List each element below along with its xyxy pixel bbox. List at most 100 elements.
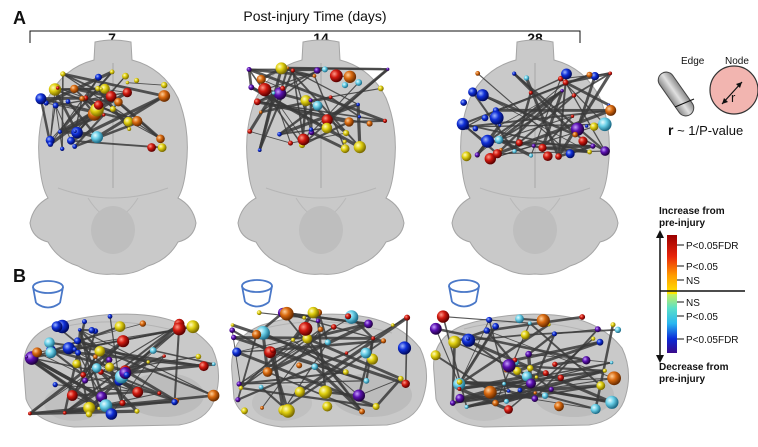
network-node (377, 85, 384, 92)
colorbar-tick-label: NS (686, 276, 700, 287)
network-node (66, 390, 78, 401)
colorbar-tick-label: P<0.05 (686, 312, 718, 323)
network-node (538, 143, 547, 152)
network-node (248, 84, 255, 91)
network-node (570, 114, 575, 119)
network-node (561, 68, 572, 80)
network-node (147, 143, 157, 152)
network-node (271, 91, 276, 95)
network-edge (490, 391, 596, 410)
network-edge (530, 78, 562, 94)
network-node (262, 367, 273, 377)
network-edge (310, 131, 346, 151)
network-node (548, 386, 554, 392)
network-node (290, 68, 295, 73)
network-node (44, 337, 55, 349)
network-edge (124, 355, 165, 374)
network-node (288, 140, 293, 146)
network-node (312, 74, 317, 78)
network-edge (306, 322, 369, 340)
network-node (25, 355, 28, 359)
injury-cylinder-icon (241, 279, 273, 308)
network-node (322, 401, 333, 412)
network-node (504, 405, 513, 414)
brain-top-view (29, 39, 197, 276)
network-edge (554, 358, 587, 366)
network-node (300, 95, 312, 107)
network-node (596, 338, 604, 346)
network-node (241, 407, 248, 415)
network-node (281, 404, 295, 418)
network-node (512, 71, 517, 76)
network-node (359, 408, 365, 415)
network-edge (486, 315, 583, 332)
network-edge (518, 94, 575, 144)
network-edge (96, 366, 160, 395)
network-node (77, 328, 82, 332)
network-node (372, 403, 380, 410)
network-node (536, 314, 550, 328)
network-node (475, 71, 481, 76)
network-node (236, 381, 242, 387)
network-node (366, 120, 373, 127)
network-node (308, 127, 314, 132)
network-node (207, 389, 220, 402)
network-edge (346, 316, 408, 354)
edge-key-label: Edge (681, 56, 705, 67)
network-edge (64, 399, 177, 415)
network-node (512, 149, 517, 154)
network-node (172, 322, 186, 336)
network-node (60, 146, 65, 151)
network-overlay (429, 310, 622, 415)
network-node (353, 141, 366, 154)
network-node (95, 73, 102, 81)
network-node (277, 132, 282, 137)
network-node (294, 386, 305, 397)
network-node (457, 386, 462, 391)
network-node (28, 411, 32, 416)
network-node (554, 401, 564, 412)
network-node (486, 316, 493, 324)
network-node (562, 79, 569, 86)
network-node (513, 366, 522, 376)
network-node (257, 148, 262, 153)
network-node (105, 408, 118, 420)
network-node (364, 319, 373, 329)
network-node (343, 130, 350, 137)
network-node (587, 149, 592, 155)
network-node (99, 87, 103, 91)
network-node (342, 139, 347, 144)
colorbar (667, 235, 677, 353)
network-node (232, 347, 242, 357)
network-node (489, 110, 504, 125)
decrease-arrowhead (656, 355, 664, 363)
panel-label-b: B (13, 266, 26, 286)
network-node (114, 321, 126, 332)
network-node (552, 361, 558, 367)
network-edge (330, 96, 360, 118)
network-edge (258, 92, 275, 151)
network-node (520, 330, 530, 340)
network-node (302, 333, 313, 344)
network-node (582, 356, 591, 365)
network-node (65, 99, 71, 104)
time-axis-title: Post-injury Time (days) (243, 8, 386, 24)
network-node (504, 398, 509, 404)
node-key-label: Node (725, 56, 749, 67)
network-edge (278, 102, 359, 136)
network-node (67, 136, 75, 145)
network-node (83, 401, 96, 414)
network-node (95, 85, 101, 92)
network-node (51, 321, 63, 332)
network-node (589, 122, 599, 131)
network-edge (247, 69, 253, 88)
network-node (614, 326, 622, 333)
network-node (456, 117, 469, 131)
network-node (122, 72, 129, 80)
network-edge (75, 329, 81, 364)
network-edge (459, 375, 537, 400)
network-node (70, 84, 79, 94)
network-node (74, 337, 81, 345)
network-edge (435, 328, 460, 385)
network-node (280, 306, 294, 321)
